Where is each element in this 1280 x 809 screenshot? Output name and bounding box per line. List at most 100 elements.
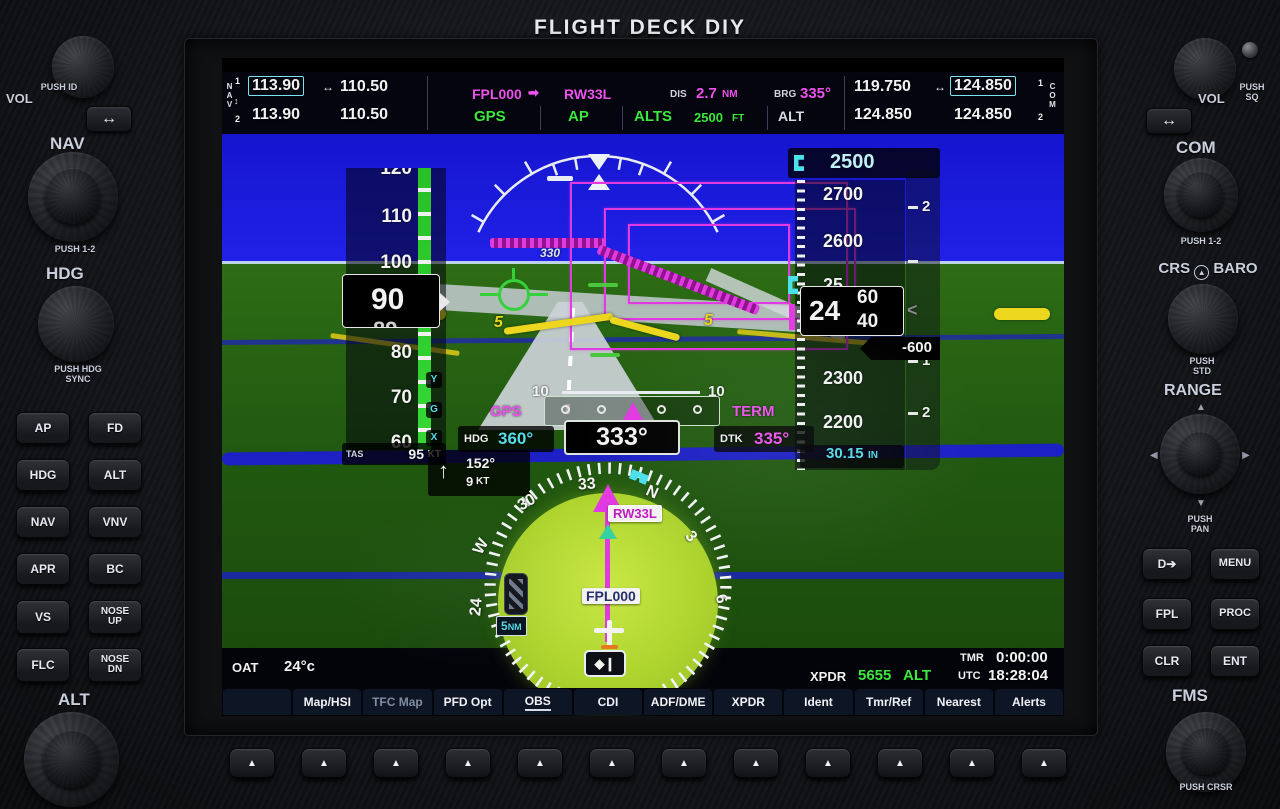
softkey-button-12[interactable]: ▲ [1021,748,1067,778]
softkey-text: PFD Opt [443,695,492,709]
softkey-button-1[interactable]: ▲ [229,748,275,778]
softkey-button-11[interactable]: ▲ [949,748,995,778]
fms-knob[interactable] [1166,712,1246,792]
obstacle-icon [504,573,528,615]
aircraft-reference-bar [994,308,1050,320]
com-volume-knob[interactable] [1174,38,1236,100]
vs-button[interactable]: VS [16,600,70,634]
alt-button[interactable]: ALT [88,459,142,491]
nav-tuning-inner-knob[interactable] [45,167,101,224]
com-tuning-knob[interactable] [1164,158,1238,232]
softkey-label-pfd-opt: PFD Opt [433,689,502,715]
altitude-select-inner-knob[interactable] [42,729,101,788]
altitude-tick-2600: 2600 [823,231,864,251]
ap-button-label: AP [34,420,52,435]
ownship-wing [594,628,624,633]
timer-label: TMR [960,652,984,664]
com2-standby-frequency: 124.850 [854,106,912,123]
vsi-tick [908,412,918,415]
baro-readout: 30.15 IN [800,445,904,468]
direct-to-button[interactable]: D➔ [1142,548,1192,580]
apr-button[interactable]: APR [16,553,70,585]
softkey-text: Alerts [1011,695,1046,709]
direct-to-button-label: D➔ [1157,556,1177,571]
pan-right-arrow-icon: ▶ [1242,450,1250,461]
softkey-button-4[interactable]: ▲ [445,748,491,778]
softkey-triangle-icon: ▲ [895,757,905,769]
tas-label: TAS [346,449,364,459]
proc-button[interactable]: PROC [1210,598,1260,630]
softkey-button-7[interactable]: ▲ [661,748,707,778]
airspeed-rolling-value: 89 [373,317,397,327]
compass-label-24: 24 [467,597,486,617]
airspeed-tick-100: 100 [380,252,412,273]
menu-button[interactable]: MENU [1210,548,1260,580]
altitude-select-knob[interactable] [24,712,119,807]
nav-volume-knob[interactable] [52,36,114,98]
selected-altitude-value: 2500 [830,151,875,173]
vspeed-bug-vg: G [426,402,442,418]
cdi-dot [597,405,606,414]
nav-button[interactable]: NAV [16,506,70,538]
vsi-pointer: -600 [860,337,940,360]
com2-index: 2 [1038,112,1044,122]
cdi-scale-line [562,391,700,394]
com-frequency-swap-button[interactable]: ↔ [1146,108,1192,134]
vnv-button[interactable]: VNV [88,506,142,538]
softkey-text: TFC Map [372,695,423,709]
vsi-scale-down-2: 2 [922,404,931,421]
fd-button-label: FD [107,420,123,435]
altitude-pointer-caret: < [907,300,918,320]
device-title: FLIGHT DECK DIY [534,16,746,39]
heading-knob[interactable] [38,286,114,362]
bezel-screw [1242,42,1258,58]
com1-standby-frequency: 119.750 [854,78,911,95]
cdi-dot [561,405,570,414]
xpdr-mode: ALT [903,667,932,684]
nav-frequency-swap-button[interactable]: ↔ [86,106,132,132]
softkey-button-3[interactable]: ▲ [373,748,419,778]
clr-button[interactable]: CLR [1142,645,1192,677]
nav-tuning-knob[interactable] [28,152,118,242]
softkey-text: Ident [804,695,833,709]
nose-dn-button[interactable]: NOSE DN [88,648,142,682]
baro-value: 30.15 [826,445,864,462]
runway-distance-marker: 5 [494,314,503,331]
range-joystick-center[interactable] [1178,431,1222,476]
softkey-button-9[interactable]: ▲ [805,748,851,778]
hdg-button[interactable]: HDG [16,459,70,491]
flc-button[interactable]: FLC [16,648,70,682]
fms-inner-knob[interactable] [1182,727,1230,776]
menu-button-label: MENU [1218,557,1252,570]
softkey-button-8[interactable]: ▲ [733,748,779,778]
softkey-triangle-icon: ▲ [1039,757,1049,769]
bc-button[interactable]: BC [88,553,142,585]
waypoint-triangle-icon [599,524,617,539]
com-radio-label: COM [1048,82,1057,109]
crs-baro-knob[interactable] [1168,284,1238,354]
ent-button[interactable]: ENT [1210,645,1260,677]
range-joystick-knob[interactable] [1160,414,1240,494]
softkey-button-5[interactable]: ▲ [517,748,563,778]
softkey-button-10[interactable]: ▲ [877,748,923,778]
cdi-phase: TERM [732,403,775,420]
cdi-scale-right: 10 [708,383,725,400]
softkey-button-2[interactable]: ▲ [301,748,347,778]
utc-label: UTC [958,670,981,682]
fpl-button[interactable]: FPL [1142,598,1192,630]
wind-data-box: ↑ 152° 9 KT [428,450,530,496]
com-tuning-inner-knob[interactable] [1178,171,1224,218]
softkey-button-6[interactable]: ▲ [589,748,635,778]
airspeed-pointer: 90 89 [342,274,440,328]
range-knob-label: RANGE [1164,382,1222,399]
softkey-triangle-icon: ▲ [391,757,401,769]
flight-path-marker-tail [512,268,515,279]
airspeed-value: 90 [371,283,405,316]
nav-radio-label: NAV [225,82,234,109]
vsi-scale-down-1: 1 [922,352,931,369]
heading-value: 333° [596,423,648,451]
fd-button[interactable]: FD [88,412,142,444]
ap-button[interactable]: AP [16,412,70,444]
nose-up-button[interactable]: NOSE UP [88,600,142,634]
range-down-arrow-icon: ▼ [1196,498,1206,509]
